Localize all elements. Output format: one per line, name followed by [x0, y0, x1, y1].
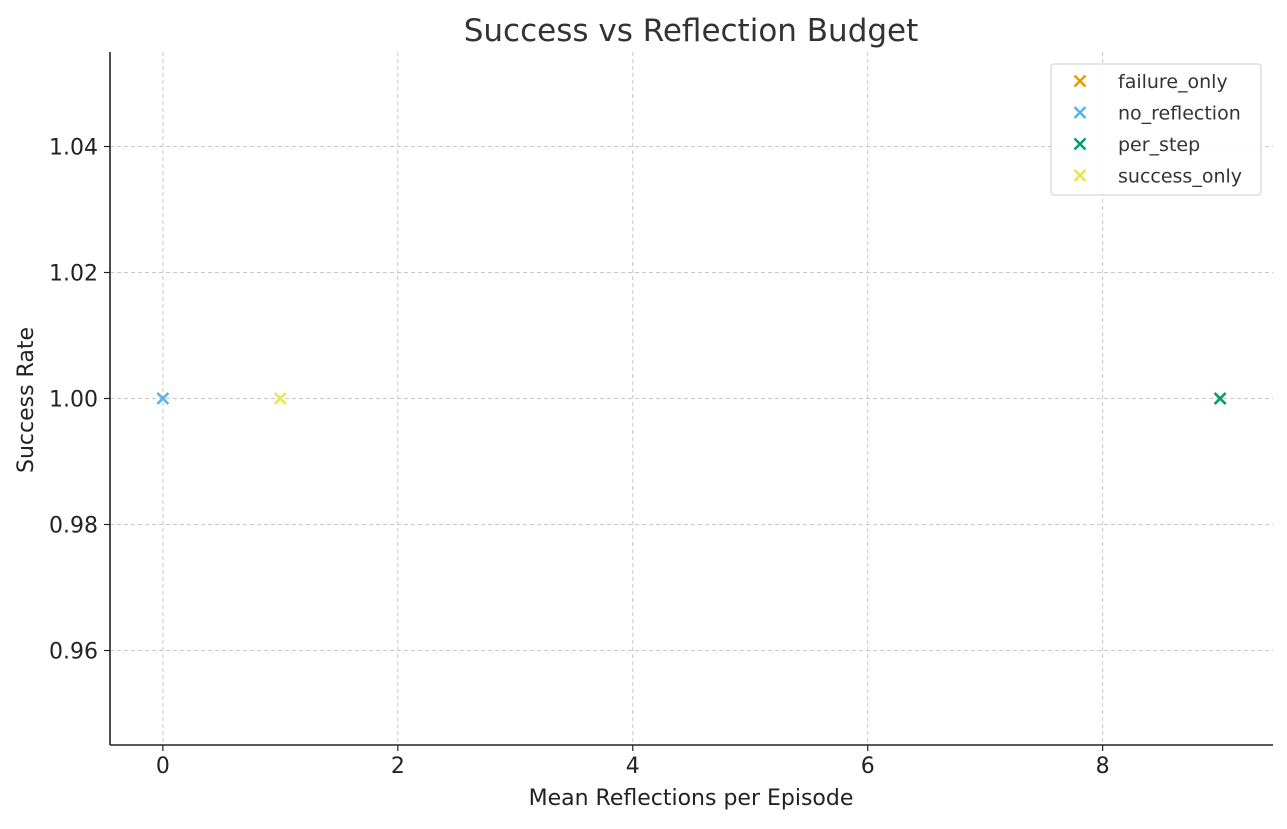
- x-tick-label: 8: [1096, 754, 1110, 779]
- x-tick-label: 4: [626, 754, 640, 779]
- data-point-success_only: [273, 392, 287, 405]
- y-tick-label: 1.02: [49, 262, 98, 287]
- data-points: [156, 392, 1227, 405]
- legend-marker-success_only: [1073, 169, 1087, 182]
- legend: failure_only no_reflection per_stepsuccess…: [1050, 63, 1262, 196]
- data-point-no_reflection: [156, 392, 170, 405]
- grid: [110, 52, 1273, 745]
- legend-label: no_reflection: [1118, 103, 1241, 125]
- legend-marker-per_step: [1073, 137, 1087, 151]
- legend-label: success_only: [1118, 166, 1242, 188]
- y-tick-label: 0.98: [49, 514, 98, 539]
- legend-marker-failure_only: [1073, 74, 1087, 88]
- legend-label: per_step: [1118, 134, 1200, 156]
- data-point-per_step: [1213, 392, 1227, 405]
- y-tick-label: 1.00: [49, 388, 98, 413]
- y-tick-label: 1.04: [49, 136, 98, 161]
- x-tick-label: 2: [391, 754, 405, 779]
- x-tick-label: 6: [861, 754, 875, 779]
- legend-box: [1050, 63, 1262, 196]
- x-axis-label: Mean Reflections per Episode: [529, 786, 854, 811]
- x-tick-label: 0: [156, 754, 170, 779]
- legend-label: failure_only: [1118, 71, 1228, 93]
- x-ticks: 0 2 4 6 8: [156, 745, 1110, 779]
- chart-title: Success vs Reflection Budget: [464, 13, 919, 49]
- y-ticks: 0.96 0.98 1.00 1.02 1.04: [49, 136, 110, 665]
- y-tick-label: 0.96: [49, 640, 98, 665]
- legend-marker-no_reflection: [1073, 106, 1087, 119]
- y-axis-label: Success Rate: [14, 327, 39, 473]
